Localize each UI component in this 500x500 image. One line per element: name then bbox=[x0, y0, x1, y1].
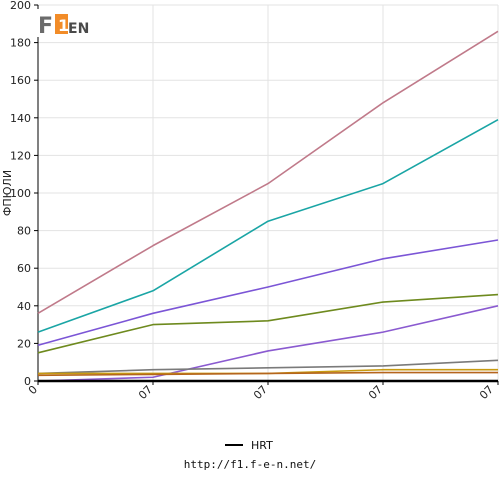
y-tick-label: 80 bbox=[17, 225, 31, 238]
series-line-4 bbox=[37, 293, 499, 354]
y-tick-label: 140 bbox=[10, 112, 31, 125]
y-tick-label: 20 bbox=[17, 337, 31, 350]
y-tick-label: 0 bbox=[24, 375, 31, 388]
series-line-5 bbox=[37, 305, 499, 382]
logo-letter-f: F bbox=[38, 14, 53, 39]
series-line-3 bbox=[37, 239, 499, 347]
series-lines bbox=[37, 30, 499, 383]
y-tick-label: 120 bbox=[10, 149, 31, 162]
y-tick-label: 160 bbox=[10, 74, 31, 87]
y-tick-label: 100 bbox=[10, 187, 31, 200]
y-tick-label: 200 bbox=[10, 0, 31, 12]
logo-letters: EN bbox=[68, 21, 89, 37]
series-line-2 bbox=[37, 118, 499, 333]
y-tick-label: 40 bbox=[17, 300, 31, 313]
logo-digit: 1 bbox=[58, 16, 69, 35]
series-line-6 bbox=[37, 359, 499, 375]
series-line-8 bbox=[37, 371, 498, 377]
y-axis-ticks: 0 20 40 60 80 100 120 140 160 180 200 bbox=[10, 0, 38, 388]
logo-accent-block bbox=[55, 14, 68, 34]
footer-url[interactable]: http://f1.f-e-n.net/ bbox=[184, 458, 316, 471]
legend-label-hrt: HRT bbox=[251, 439, 273, 452]
logo: F 1 EN bbox=[36, 9, 98, 39]
legend: HRT bbox=[225, 439, 273, 452]
series-line-1 bbox=[37, 30, 499, 315]
y-tick-label: 180 bbox=[10, 37, 31, 50]
y-tick-label: 60 bbox=[17, 262, 31, 275]
y-axis-label: ФПЮЛИ bbox=[1, 170, 14, 216]
